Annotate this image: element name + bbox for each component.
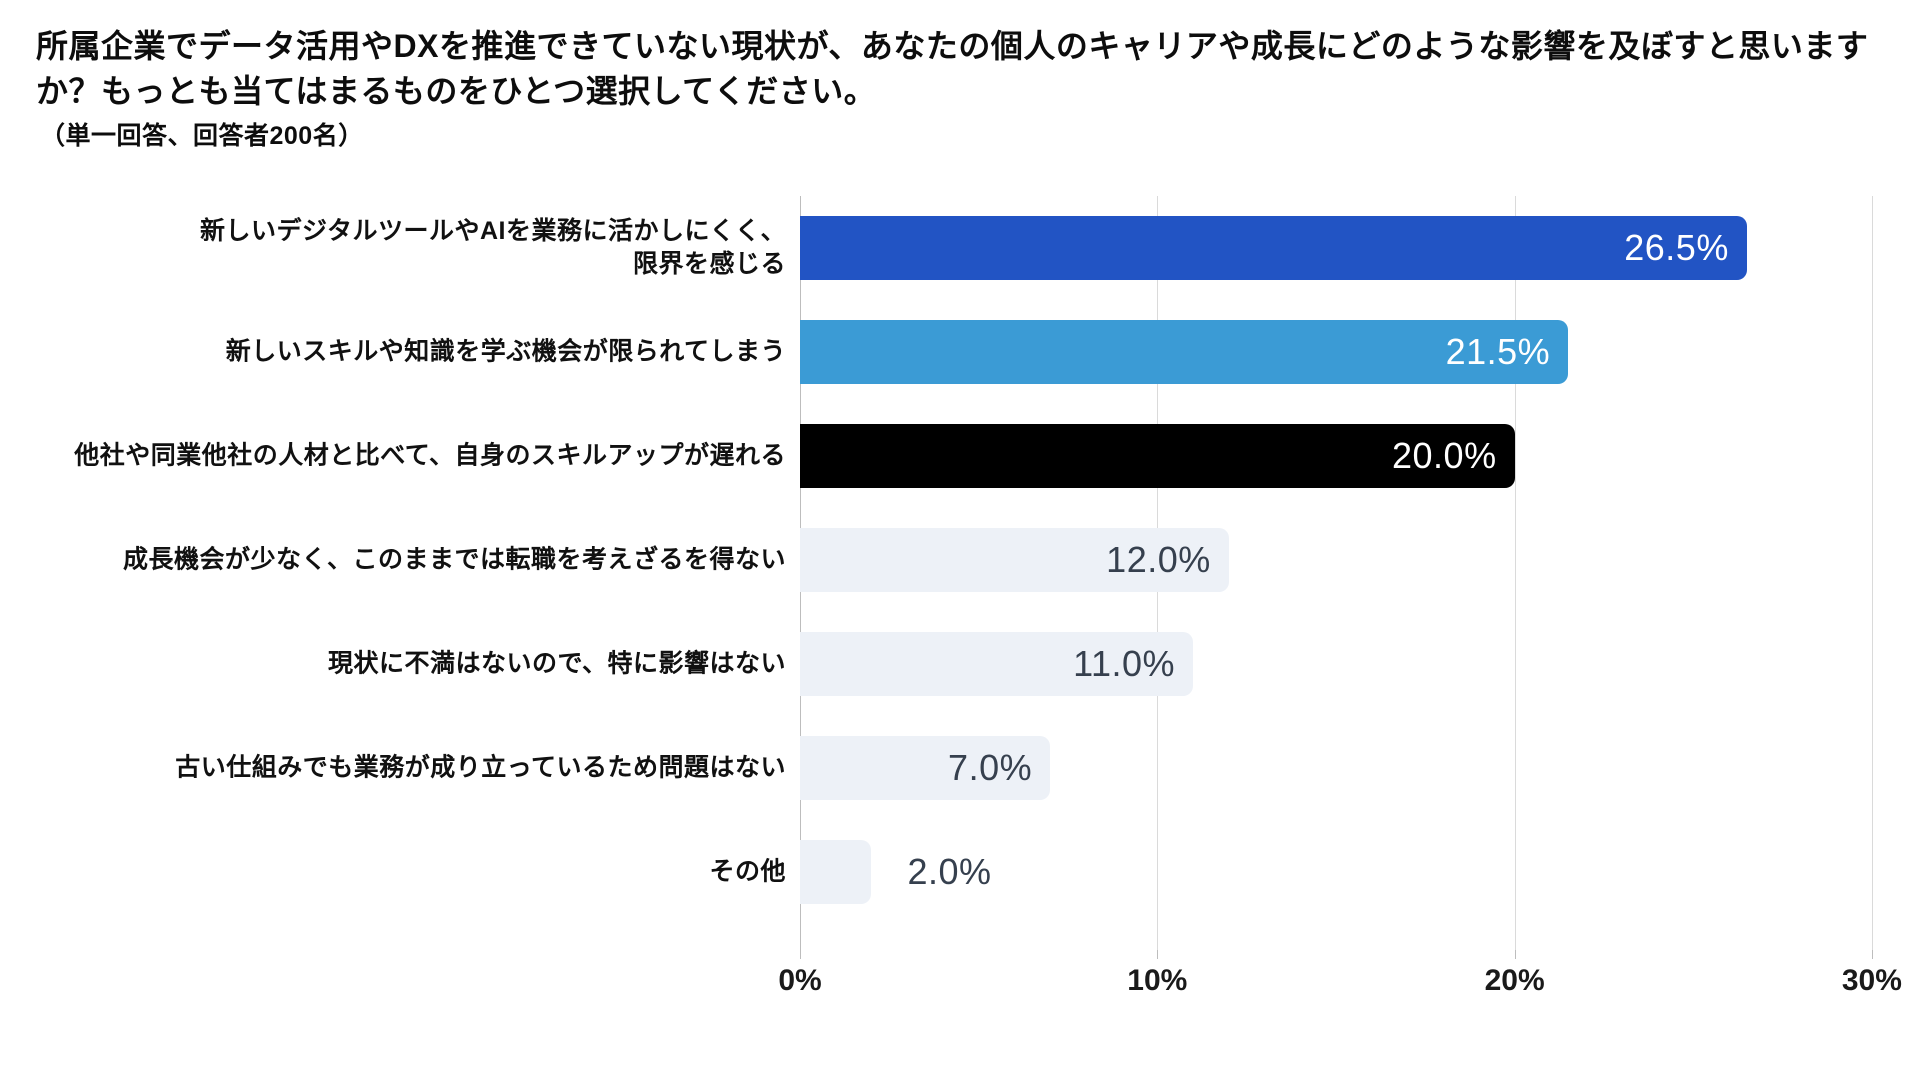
question-subtitle: （単一回答、回答者200名） — [40, 122, 364, 150]
chart-rows: 新しいデジタルツールやAIを業務に活かしにくく、 限界を感じる 26.5% 新しいス… — [0, 196, 1920, 924]
bar-row: その他 2.0% — [0, 820, 1920, 924]
bar-value-label: 20.0% — [1392, 435, 1497, 476]
bar-row: 新しいスキルや知識を学ぶ機会が限られてしまう 21.5% — [0, 300, 1920, 404]
gridline-20 — [1514, 196, 1516, 950]
bar: 2.0% — [800, 840, 991, 904]
bar-value-label: 21.5% — [1445, 331, 1551, 372]
bar-value-label: 2.0% — [907, 851, 992, 892]
bar: 20.0% — [800, 424, 1515, 488]
bar: 26.5% — [800, 216, 1747, 280]
x-tick-label: 10% — [1127, 964, 1188, 997]
category-label: 成長機会が少なく、このままでは転職を考えざるを得ない — [122, 545, 786, 574]
x-tick-label: 30% — [1841, 964, 1902, 997]
bar-row: 古い仕組みでも業務が成り立っているため問題はない 7.0% — [0, 716, 1920, 820]
category-label: 現状に不満はないので、特に影響はない — [327, 649, 786, 678]
bar: 7.0% — [800, 736, 1051, 800]
category-label: 新しいスキルや知識を学ぶ機会が限られてしまう — [225, 337, 786, 366]
bar-value-label: 26.5% — [1624, 227, 1729, 268]
bar-row: 他社や同業他社の人材と比べて、自身のスキルアップが遅れる 20.0% — [0, 404, 1920, 508]
question-title: 所属企業でデータ活用やDXを推進できていない現状が、あなたの個人のキャリアや成長… — [36, 28, 1869, 110]
x-tick-label: 20% — [1484, 964, 1545, 997]
bar-row: 新しいデジタルツールやAIを業務に活かしにくく、 限界を感じる 26.5% — [0, 196, 1920, 300]
bar-value-label: 12.0% — [1106, 539, 1211, 580]
gridline-30 — [1871, 196, 1873, 950]
tick-mark-10 — [1157, 950, 1159, 959]
bar-value-label: 11.0% — [1073, 643, 1176, 684]
bar-row: 成長機会が少なく、このままでは転職を考えざるを得ない 12.0% — [0, 508, 1920, 612]
category-label: 古い仕組みでも業務が成り立っているため問題はない — [175, 753, 786, 782]
x-tick-label: 0% — [778, 964, 822, 997]
category-label: その他 — [709, 857, 786, 886]
bar: 12.0% — [800, 528, 1229, 592]
bar-row: 現状に不満はないので、特に影響はない 11.0% — [0, 612, 1920, 716]
bar: 21.5% — [800, 320, 1569, 384]
bar-value-label: 7.0% — [948, 747, 1033, 788]
bar: 11.0% — [800, 632, 1194, 696]
category-label: 新しいデジタルツールやAIを業務に活かしにくく、 限界を感じる — [199, 217, 786, 278]
tick-mark-20 — [1514, 950, 1516, 959]
tick-mark-0 — [800, 950, 801, 959]
tick-mark-30 — [1871, 950, 1873, 959]
category-label: 他社や同業他社の人材と比べて、自身のスキルアップが遅れる — [74, 441, 786, 470]
